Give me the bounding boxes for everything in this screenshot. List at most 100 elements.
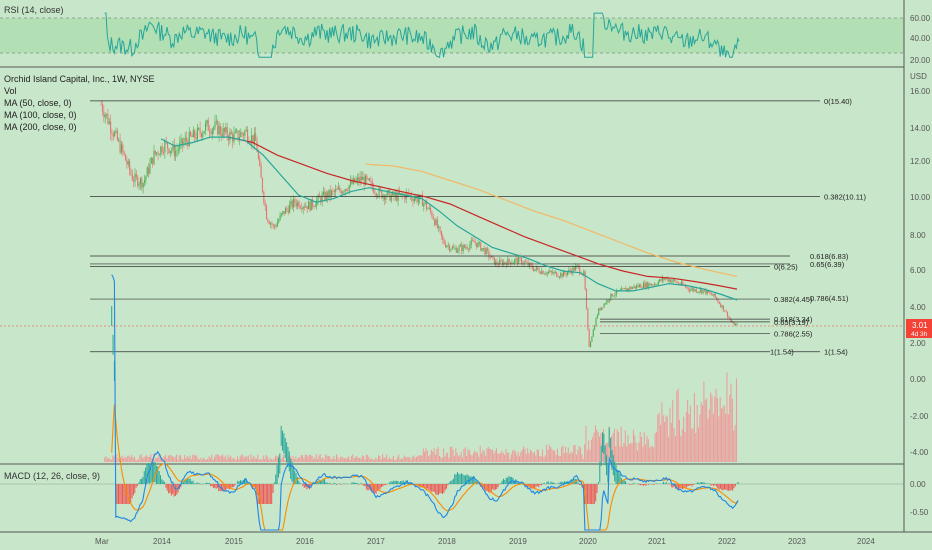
macd-label: MACD (12, 26, close, 9) (4, 471, 100, 481)
macd-hist-bar (709, 483, 711, 484)
volume-bar (449, 446, 451, 462)
candle-body (546, 272, 548, 275)
candle-body (632, 287, 634, 289)
candle-body (320, 197, 322, 203)
candle-body (204, 123, 207, 132)
macd-hist-bar (145, 467, 147, 484)
legend-vol[interactable]: Vol (4, 86, 17, 96)
candle-body (126, 160, 128, 165)
volume-bar (556, 448, 558, 462)
candle-body (688, 289, 691, 292)
volume-bar (631, 443, 633, 462)
price-panel[interactable]: 0(15.40) 0.382(10.11) 0.618(6.83)0.65(6.39… (0, 72, 932, 465)
candle-body (640, 284, 642, 288)
volume-bar (334, 459, 336, 462)
volume-bar (226, 459, 228, 462)
macd-hist-bar (267, 484, 269, 504)
candle-body (652, 284, 654, 286)
candle-body (649, 283, 651, 286)
macd-hist-bar (570, 480, 572, 484)
volume-bar (479, 445, 481, 462)
candle-body (405, 192, 407, 200)
macd-hist-bar (730, 484, 732, 490)
candle-body (599, 308, 601, 311)
candle-body (667, 278, 669, 282)
fib-label: 0.786(2.55) (774, 329, 813, 338)
candle-body (623, 288, 626, 290)
candle-body (560, 273, 562, 277)
candle-body (538, 269, 540, 273)
macd-hist-bar (362, 484, 364, 485)
candle-body (130, 170, 132, 175)
volume-bar (222, 454, 224, 462)
time-label-2023: 2023 (788, 537, 806, 546)
candle-body (584, 271, 586, 290)
candle-body (336, 189, 338, 190)
macd-hist-bar (729, 484, 731, 491)
candle-body (293, 199, 295, 208)
macd-hist-bar (212, 484, 214, 489)
volume-bar (371, 458, 373, 462)
macd-hist-bar (215, 484, 217, 489)
volume-bar (346, 457, 348, 462)
macd-hist-bar (607, 462, 609, 483)
volume-bar (703, 381, 705, 462)
macd-hist-bar (432, 484, 434, 492)
macd-hist-bar (677, 484, 679, 490)
macd-hist-bar (492, 484, 494, 490)
legend-ma50[interactable]: MA (50, close, 0) (4, 98, 72, 108)
candle-body (732, 322, 734, 324)
volume-bar (575, 454, 577, 462)
candle-body (423, 203, 425, 207)
candle-body (709, 292, 711, 294)
candle-body (143, 180, 146, 183)
volume-bar (158, 454, 160, 462)
volume-bar (626, 446, 628, 462)
candle-body (397, 191, 399, 201)
macd-hist-bar (737, 481, 739, 484)
macd-hist-bar (389, 482, 391, 484)
last-price-tag[interactable] (906, 319, 932, 338)
volume-bar (647, 439, 649, 462)
macd-hist-bar (662, 481, 664, 484)
legend-ma200[interactable]: MA (200, close, 0) (4, 122, 77, 132)
candle-body (547, 272, 550, 273)
volume-bar (651, 446, 653, 462)
volume-bar (104, 457, 106, 462)
macd-hist-bar (676, 484, 678, 490)
volume-bar (439, 456, 441, 462)
volume-bar (715, 388, 717, 462)
macd-hist-bar (684, 484, 686, 487)
rsi-panel[interactable]: RSI (14, close) 60.00 40.00 20.00 (0, 5, 931, 68)
candle-body (181, 138, 184, 145)
volume-bar (716, 397, 718, 462)
macd-hist-bar (591, 484, 593, 504)
candle-body (310, 199, 312, 211)
candle-body (385, 196, 387, 200)
macd-hist-bar (263, 484, 265, 504)
time-axis[interactable]: Mar 2014 2015 2016 2017 2018 2019 2020 2… (95, 537, 875, 546)
macd-hist-bar (554, 483, 556, 484)
candle-body (417, 199, 419, 203)
volume-bar (639, 432, 641, 462)
volume-bar (321, 458, 323, 462)
macd-hist-bar (321, 480, 323, 484)
macd-hist-bar (524, 484, 526, 487)
candle-body (419, 194, 421, 200)
candle-body (282, 211, 284, 214)
candle-body (115, 130, 117, 133)
candle-body (604, 303, 607, 305)
macd-panel[interactable]: MACD (12, 26, close, 9) 0.00 -0.50 (0, 274, 929, 531)
macd-hist-bar (494, 484, 496, 490)
candle-body (153, 150, 155, 165)
volume-bar (292, 456, 294, 462)
volume-bar (308, 454, 310, 462)
volume-bar (501, 450, 503, 462)
ma200-line (365, 163, 738, 277)
legend-symbol[interactable]: Orchid Island Capital, Inc., 1W, NYSE (4, 74, 155, 84)
fib-label: 0.618(3.34) (774, 315, 813, 324)
macd-hist-bar (687, 484, 689, 487)
legend-ma100[interactable]: MA (100, close, 0) (4, 110, 77, 120)
candle-body (257, 151, 259, 159)
